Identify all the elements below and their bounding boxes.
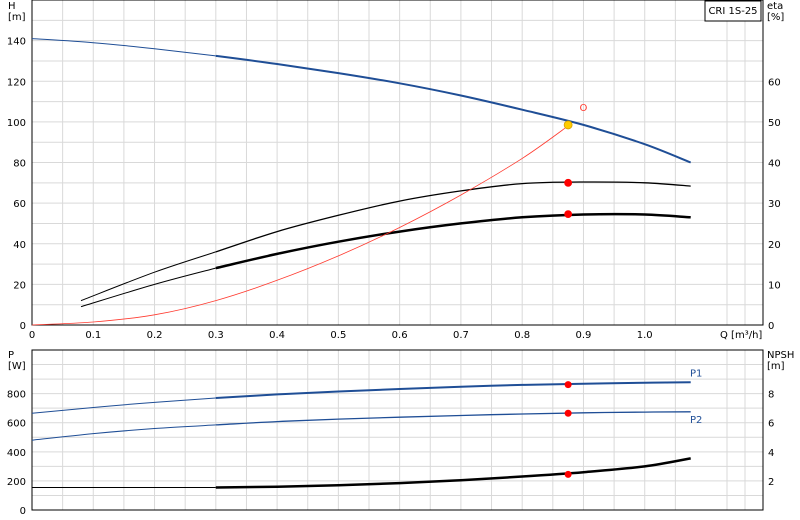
- top-right-axis-title: eta [%]: [767, 1, 784, 23]
- p2-label: P2: [690, 415, 702, 426]
- system-curve-thin: [31, 125, 569, 326]
- x-tick-label: 0.9: [576, 330, 592, 341]
- x-tick-label: 0.1: [85, 330, 101, 341]
- x-tick-label: 0.2: [147, 330, 163, 341]
- chart-labels: H [m] eta [%] P [W] NPSH [m] 0 0.1 0.2 0.3 0.4 0.5 0.6…: [7, 1, 794, 517]
- x-tick-label: 1.0: [637, 330, 653, 341]
- head-curve: [215, 54, 692, 164]
- top-right-tick-label: 20: [768, 240, 781, 251]
- duty-point-marker: [564, 470, 572, 478]
- top-right-tick-label: 30: [768, 199, 781, 210]
- x-tick-label: 0.6: [392, 330, 408, 341]
- top-right-tick-label: 50: [768, 118, 781, 129]
- efficiency-curve-2: [215, 212, 691, 270]
- p1-label: P1: [690, 368, 702, 379]
- bottom-chart-grid: [32, 350, 763, 510]
- top-left-tick-label: 40: [13, 240, 26, 251]
- top-right-tick-label: 10: [768, 280, 781, 291]
- bottom-left-tick-label: 400: [7, 448, 26, 459]
- duty-point-marker: [564, 210, 573, 218]
- duty-point-marker: [563, 120, 573, 130]
- bottom-left-tick-label: 0: [20, 506, 26, 517]
- bottom-chart-frame: [31, 349, 764, 511]
- efficiency-curve-1-thin: [80, 251, 216, 302]
- duty-point-marker: [564, 381, 572, 389]
- bottom-right-tick-label: 4: [768, 448, 774, 459]
- duty-point-marker: [564, 178, 573, 187]
- top-left-tick-label: 140: [7, 37, 26, 48]
- bottom-chart-series: [31, 381, 691, 489]
- top-chart-series: [31, 38, 692, 326]
- top-right-tick-label: 60: [768, 77, 781, 88]
- bottom-right-tick-label: 6: [768, 419, 774, 430]
- duty-point-marker: [564, 409, 572, 417]
- top-left-tick-label: 100: [7, 118, 26, 129]
- title-box: [704, 0, 762, 22]
- x-tick-label: 0.7: [453, 330, 469, 341]
- p2-curve-thin: [31, 424, 216, 441]
- x-tick-label: 0.4: [269, 330, 285, 341]
- top-left-tick-label: 80: [13, 159, 26, 170]
- top-left-tick-label: 120: [7, 77, 26, 88]
- bottom-left-tick-label: 800: [7, 390, 26, 401]
- p1-curve: [215, 381, 691, 399]
- x-tick-label: 0.5: [330, 330, 346, 341]
- top-left-tick-label: 20: [13, 280, 26, 291]
- p1-curve-thin: [31, 397, 216, 414]
- bottom-left-tick-label: 600: [7, 419, 26, 430]
- top-right-tick-label: 0: [768, 321, 774, 332]
- top-left-tick-label: 0: [20, 321, 26, 332]
- p2-curve: [215, 411, 691, 426]
- efficiency-curve-1: [215, 181, 691, 253]
- head-curve-thin: [31, 38, 216, 57]
- bottom-right-axis-title: NPSH [m]: [767, 350, 794, 372]
- top-left-tick-label: 60: [13, 199, 26, 210]
- top-chart-grid: [32, 0, 763, 325]
- x-axis-title: Q [m³/h]: [720, 330, 762, 341]
- bottom-left-tick-label: 200: [7, 477, 26, 488]
- bottom-left-axis-title: P [W]: [8, 350, 26, 372]
- npsh-curve: [215, 457, 691, 489]
- efficiency-curve-2-thin: [80, 267, 216, 308]
- bottom-right-tick-label: 2: [768, 477, 774, 488]
- chart-title: CRI 1S-25: [708, 6, 757, 17]
- top-chart-frame: [31, 0, 764, 326]
- x-tick-label: 0.8: [514, 330, 530, 341]
- system-curve-annotation: O: [579, 103, 587, 114]
- x-tick-label: 0.3: [208, 330, 224, 341]
- top-left-axis-title: H [m]: [8, 1, 26, 23]
- x-tick-label: 0: [29, 330, 35, 341]
- top-right-tick-label: 40: [768, 159, 781, 170]
- bottom-right-tick-label: 8: [768, 390, 774, 401]
